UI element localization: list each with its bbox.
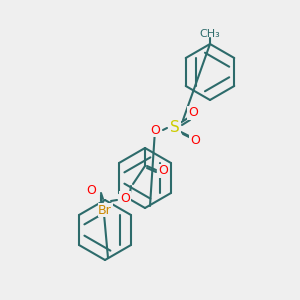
Text: O: O bbox=[86, 184, 96, 196]
Text: S: S bbox=[170, 121, 180, 136]
Text: CH₃: CH₃ bbox=[200, 29, 220, 39]
Text: O: O bbox=[190, 134, 200, 146]
Text: O: O bbox=[120, 191, 130, 205]
Text: O: O bbox=[158, 164, 168, 178]
Text: Br: Br bbox=[98, 203, 112, 217]
Text: O: O bbox=[188, 106, 198, 119]
Text: O: O bbox=[150, 124, 160, 136]
